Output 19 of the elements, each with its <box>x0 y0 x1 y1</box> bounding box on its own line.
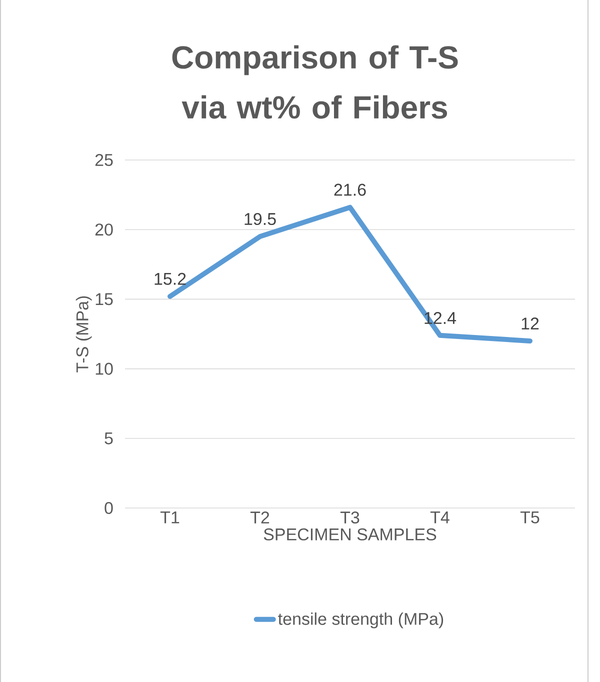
y-tick-label: 15 <box>96 293 113 306</box>
x-tick-label: T1 <box>160 512 180 524</box>
x-tick-label: T5 <box>520 512 540 524</box>
chart-title: Comparison of T-S via wt% of Fibers <box>172 45 458 119</box>
legend-label: tensile strength (MPa) <box>278 612 444 628</box>
y-tick-label: 0 <box>104 502 113 514</box>
x-tick-label: T4 <box>430 512 450 524</box>
y-tick-label: 10 <box>96 362 113 375</box>
y-tick-label: 5 <box>104 432 113 444</box>
y-tick-label: 20 <box>95 224 113 236</box>
data-label: 15.2 <box>154 272 186 285</box>
x-tick-label: T3 <box>340 512 360 524</box>
data-label: 19.5 <box>244 212 276 226</box>
x-axis-title: SPECIMEN SAMPLES <box>264 528 436 540</box>
data-label: 12 <box>522 318 539 330</box>
data-label: 21.6 <box>334 184 366 196</box>
y-axis-title: T-S (MPa) <box>76 296 92 372</box>
y-tick-label: 25 <box>95 154 113 166</box>
x-tick-label: T2 <box>250 512 270 524</box>
